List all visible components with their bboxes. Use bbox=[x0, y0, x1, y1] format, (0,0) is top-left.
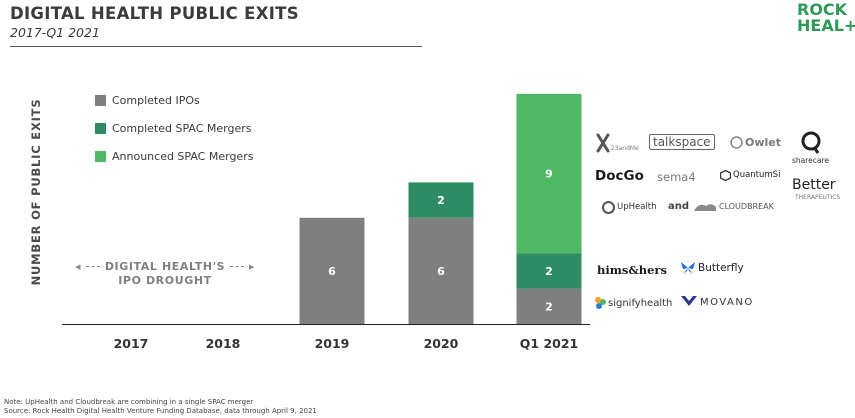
bar-q1-2021-series-1 bbox=[516, 253, 582, 289]
x-tick-label: 2019 bbox=[315, 336, 350, 351]
sharecare-icon bbox=[801, 131, 821, 154]
bar-q1-2021-series-0 bbox=[516, 288, 582, 324]
company-sharecare: sharecare bbox=[792, 156, 830, 165]
logo-line-2: HEAL+H bbox=[797, 16, 855, 35]
legend-item-announced-spac: Announced SPAC Mergers bbox=[95, 149, 253, 163]
company-quantumsi: QuantumSi bbox=[733, 170, 781, 180]
source-text: Source: Rock Health Digital Health Ventu… bbox=[4, 406, 317, 415]
x-tick-label: Q1 2021 bbox=[520, 336, 578, 351]
company-hims-hers: hims&hers bbox=[597, 263, 667, 277]
company-23andme: 23andMe bbox=[611, 145, 639, 152]
talkspace-label: talkspace bbox=[649, 134, 715, 150]
bar-2020-series-0 bbox=[408, 217, 474, 324]
legend: Completed IPOs Completed SPAC Mergers An… bbox=[95, 93, 253, 177]
company-better-sub: THERAPEUTICS bbox=[795, 194, 841, 201]
x-tick-label: 2020 bbox=[424, 336, 459, 351]
bar-2020-series-1 bbox=[408, 182, 474, 218]
company-butterfly: Butterfly bbox=[698, 262, 744, 274]
and-label: and bbox=[668, 201, 690, 212]
butterfly-icon bbox=[681, 262, 695, 274]
legend-item-completed-ipos: Completed IPOs bbox=[95, 93, 253, 107]
rock-health-logo: ROCK HEAL+H bbox=[797, 0, 855, 35]
data-label: 9 bbox=[545, 168, 553, 181]
legend-label: Completed IPOs bbox=[112, 93, 200, 107]
legend-label: Completed SPAC Mergers bbox=[112, 121, 252, 135]
footnotes: Note: UpHealth and Cloudbreak are combin… bbox=[4, 398, 317, 415]
data-label: 6 bbox=[328, 265, 336, 278]
company-talkspace: talkspace bbox=[649, 134, 715, 150]
annotation-line-1: DIGITAL HEALTH'S bbox=[104, 260, 226, 273]
legend-swatch bbox=[95, 94, 106, 106]
company-docgo: DocGo bbox=[595, 168, 644, 184]
dashed-line bbox=[86, 266, 100, 267]
dashed-line bbox=[230, 266, 244, 267]
legend-swatch bbox=[95, 150, 106, 162]
logo-line-1: ROCK bbox=[797, 0, 848, 19]
company-owlet: Owlet bbox=[745, 136, 782, 149]
movano-icon bbox=[681, 296, 697, 306]
cloudbreak-icon bbox=[694, 204, 716, 211]
data-label: 2 bbox=[545, 265, 553, 278]
quantumsi-icon bbox=[720, 170, 731, 181]
company-uphealth: UpHealth bbox=[617, 202, 657, 212]
company-sema4: sema4 bbox=[657, 170, 696, 184]
chart-title: DIGITAL HEALTH PUBLIC EXITS bbox=[10, 4, 299, 23]
right-arrow-icon: ▸ bbox=[248, 259, 255, 273]
company-better: Better bbox=[792, 177, 836, 193]
company-movano: MOVANO bbox=[700, 297, 754, 308]
left-arrow-icon: ◂ bbox=[75, 259, 82, 273]
x-tick-label: 2018 bbox=[206, 336, 241, 351]
legend-swatch bbox=[95, 122, 106, 134]
23andme-icon bbox=[596, 133, 610, 153]
legend-item-completed-spac: Completed SPAC Mergers bbox=[95, 121, 253, 135]
title-divider bbox=[10, 46, 422, 47]
annotation-line-2: IPO DROUGHT bbox=[118, 274, 212, 287]
note-text: Note: UpHealth and Cloudbreak are combin… bbox=[4, 398, 254, 406]
x-tick-label: 2017 bbox=[114, 336, 149, 351]
legend-label: Announced SPAC Mergers bbox=[112, 149, 254, 163]
chart-subtitle: 2017-Q1 2021 bbox=[10, 25, 100, 40]
data-label: 2 bbox=[545, 300, 553, 313]
uphealth-icon bbox=[602, 201, 615, 214]
company-signifyhealth: signifyhealth bbox=[608, 298, 673, 309]
signifyhealth-icon bbox=[595, 297, 606, 309]
ipo-drought-annotation: ◂ DIGITAL HEALTH'S ▸ IPO DROUGHT bbox=[75, 260, 255, 287]
data-label: 2 bbox=[437, 194, 445, 207]
bar-q1-2021-series-2 bbox=[516, 93, 582, 254]
company-cloudbreak: CLOUDBREAK bbox=[719, 202, 774, 211]
bar-2019-series-0 bbox=[299, 217, 365, 324]
owlet-icon bbox=[730, 136, 743, 149]
data-label: 6 bbox=[437, 265, 445, 278]
